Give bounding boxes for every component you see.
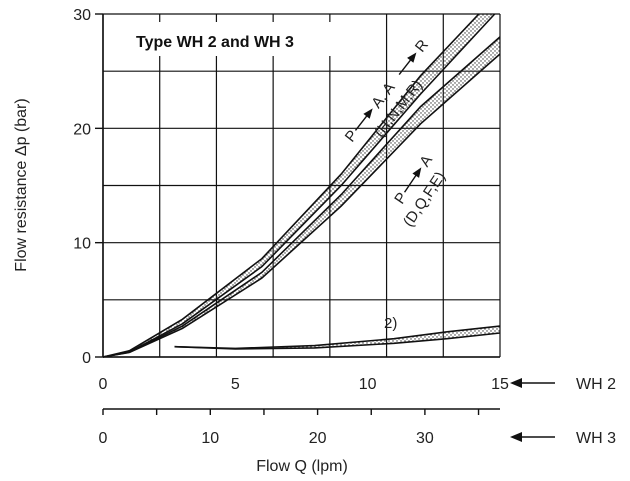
series-line-2-upper: [102, 36, 501, 358]
title-background: [123, 22, 371, 56]
label-p-2: P: [391, 189, 411, 207]
wh2-tick-label: 15: [491, 376, 509, 393]
y-tick-label: 20: [73, 121, 91, 138]
label-r: R: [412, 36, 432, 55]
wh2-axis-label: WH 2: [576, 376, 616, 393]
label-middle-arrow-line: [403, 173, 418, 193]
axes: 0 10 20 30 0 5 10 15 WH 2 0 10 20 30 WH 3: [73, 7, 616, 447]
wh2-tick-label: 5: [231, 376, 240, 393]
wh2-tick-label: 0: [99, 376, 108, 393]
label-middle-arrow-head: [412, 167, 422, 178]
wh3-tick-label: 20: [309, 430, 327, 447]
series-line-3-upper: [174, 325, 501, 350]
wh3-tick-label: 30: [416, 430, 434, 447]
band-fill-2: [103, 36, 500, 358]
label-upper-arrow-1-head: [363, 108, 373, 119]
wh3-axis-label: WH 3: [576, 430, 616, 447]
label-footnote-2: 2): [384, 315, 397, 332]
band-fill-1: [103, 14, 495, 357]
label-p: P: [342, 127, 362, 145]
y-tick-label: 30: [73, 7, 91, 24]
label-middle-band: PA(D,Q,F,E): [391, 152, 449, 230]
series-curves: [102, 13, 501, 358]
label-upper-arrow-1-line: [354, 114, 369, 131]
wh2-tick-label: 10: [359, 376, 377, 393]
chart-title: Type WH 2 and WH 3: [136, 34, 294, 51]
y-tick-label: 10: [73, 236, 91, 253]
label-upper-arrow-2-line: [398, 58, 413, 75]
y-axis-title: Flow resistance Δp (bar): [13, 98, 30, 271]
label-upper-arrow-2-head: [407, 52, 417, 63]
wh3-tick-label: 10: [201, 430, 219, 447]
series-line-1-upper: [102, 13, 480, 358]
label-a-2: A: [416, 152, 436, 170]
y-tick-label: 0: [82, 350, 91, 367]
x-axis-title: Flow Q (lpm): [256, 458, 348, 475]
wh2-arrow-head: [510, 378, 522, 388]
wh3-tick-label: 0: [99, 430, 108, 447]
wh3-arrow-head: [510, 432, 522, 442]
